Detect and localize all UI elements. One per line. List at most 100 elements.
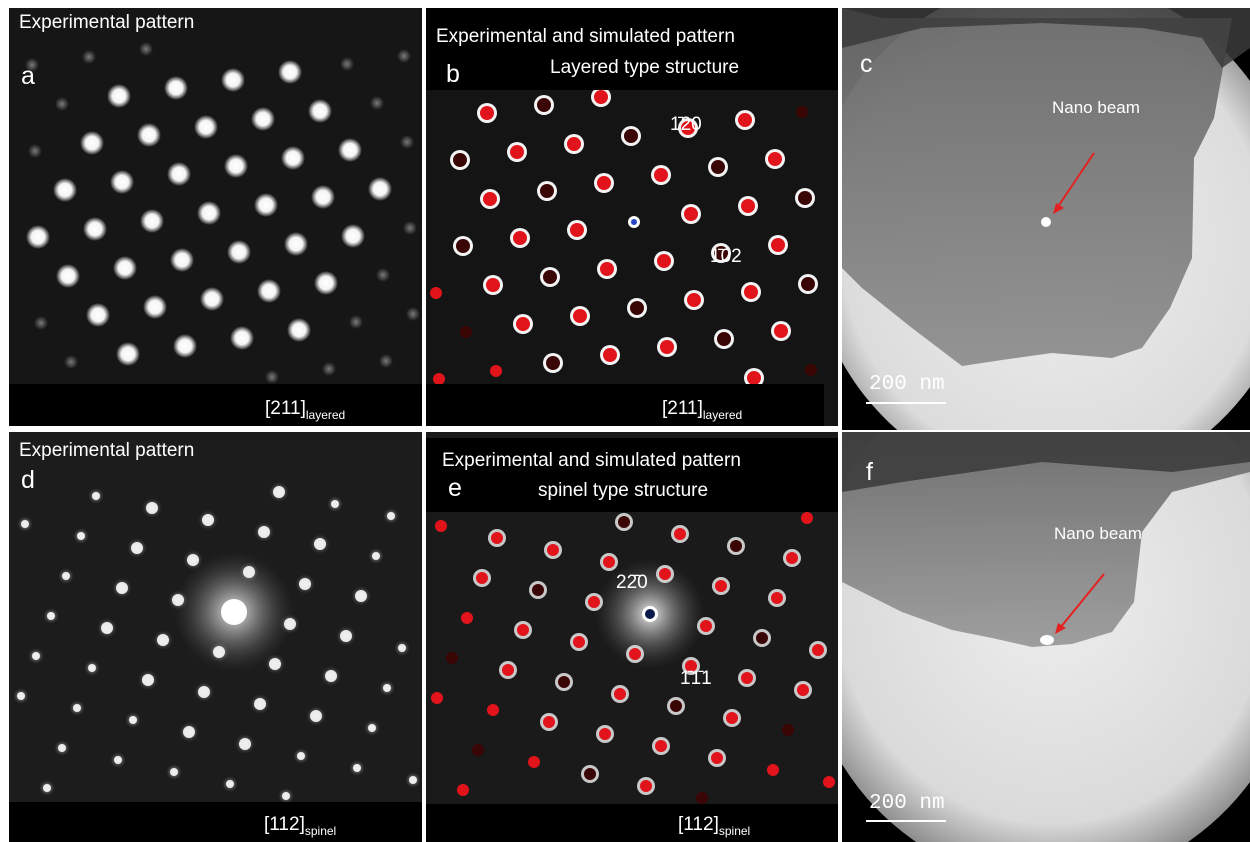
simulated-spot xyxy=(659,568,671,580)
simulated-spot xyxy=(532,584,544,596)
panel-d-diffraction: Experimental pattern d [112]spinel xyxy=(9,432,422,842)
diffraction-spot xyxy=(143,295,167,319)
simulated-spot xyxy=(491,532,503,544)
diffraction-spot xyxy=(340,630,352,642)
diffraction-spot xyxy=(221,68,245,92)
simulated-spot xyxy=(513,231,527,245)
simulated-spot xyxy=(801,277,815,291)
simulated-spot xyxy=(629,648,641,660)
diffraction-spot xyxy=(58,744,66,752)
diffraction-spot xyxy=(284,232,308,256)
panel-c-micrograph xyxy=(842,8,1250,430)
diffraction-spot xyxy=(338,138,362,162)
panel-a-zone-axis: [211]layered xyxy=(265,398,345,422)
panel-b-hkl-102: 1̄02 xyxy=(710,246,742,267)
diffraction-spot xyxy=(73,704,81,712)
diffraction-spot xyxy=(86,303,110,327)
diffraction-spot xyxy=(194,115,218,139)
panel-b-title-line2: Layered type structure xyxy=(550,57,740,78)
diffraction-spot xyxy=(287,318,311,342)
panel-b-zone-sub: layered xyxy=(702,407,743,422)
simulated-spot xyxy=(457,784,469,796)
simulated-spot xyxy=(588,596,600,608)
panel-f-scale-text: 200 nm xyxy=(869,792,945,815)
simulated-spot xyxy=(768,152,782,166)
diffraction-spot xyxy=(227,240,251,264)
panel-b-title-bar xyxy=(426,8,838,90)
diffraction-spot xyxy=(314,271,338,295)
panel-e-caption-bar xyxy=(426,804,838,842)
diffraction-spot xyxy=(137,123,161,147)
panel-e-diffraction: Experimental and simulated pattern spine… xyxy=(426,432,838,842)
panel-b-zone-axis: [211]layered xyxy=(662,398,742,422)
simulated-spot xyxy=(741,199,755,213)
panel-c-scale-text: 200 nm xyxy=(869,373,945,396)
simulated-spot xyxy=(744,285,758,299)
diffraction-spot xyxy=(25,58,39,72)
panel-d-letter: d xyxy=(21,466,35,494)
simulated-spot xyxy=(543,716,555,728)
diffraction-spot xyxy=(170,248,194,272)
panel-a-title: Experimental pattern xyxy=(19,12,195,33)
simulated-spot xyxy=(660,340,674,354)
simulated-spot xyxy=(756,632,768,644)
diffraction-spot xyxy=(397,49,411,63)
diffraction-spot xyxy=(167,162,191,186)
simulated-spot xyxy=(570,223,584,237)
simulated-spot xyxy=(714,246,728,260)
simulated-spot xyxy=(597,176,611,190)
diffraction-spot xyxy=(282,792,290,800)
simulated-spot xyxy=(476,572,488,584)
diffraction-spot xyxy=(340,57,354,71)
simulated-spot xyxy=(700,620,712,632)
simulated-spot xyxy=(684,207,698,221)
diffraction-spot xyxy=(83,217,107,241)
diffraction-spot xyxy=(114,756,122,764)
diffraction-spot xyxy=(21,520,29,528)
diffraction-spot xyxy=(198,686,210,698)
panel-f-micrograph xyxy=(842,432,1250,842)
simulated-spot xyxy=(747,371,761,385)
simulated-spot xyxy=(774,324,788,338)
diffraction-spot xyxy=(200,287,224,311)
simulated-spot xyxy=(812,644,824,656)
diffraction-spot xyxy=(116,342,140,366)
simulated-spot xyxy=(738,113,752,127)
panel-a-letter: a xyxy=(21,62,35,90)
diffraction-spot xyxy=(258,526,270,538)
diffraction-spot xyxy=(129,716,137,724)
panel-f-scale-bar xyxy=(866,820,946,822)
diffraction-spot xyxy=(368,724,376,732)
panel-c-letter: c xyxy=(860,50,873,78)
panel-d-zone-sub: spinel xyxy=(304,823,337,838)
simulated-spot xyxy=(487,704,499,716)
diffraction-spot xyxy=(230,326,254,350)
panel-c-tem-image: c Nano beam 200 nm xyxy=(842,8,1250,430)
simulated-spot xyxy=(805,364,817,376)
simulated-spot xyxy=(726,712,738,724)
diffraction-spot xyxy=(62,572,70,580)
simulated-spot xyxy=(711,752,723,764)
simulated-spot xyxy=(543,270,557,284)
diffraction-spot xyxy=(82,50,96,64)
simulated-spot xyxy=(786,552,798,564)
simulated-spot xyxy=(516,317,530,331)
diffraction-spot xyxy=(64,355,78,369)
simulated-spot xyxy=(517,624,529,636)
panel-e-hkl-220: 22̄0 xyxy=(616,572,648,593)
center-spot-marker xyxy=(645,609,655,619)
diffraction-spot xyxy=(383,684,391,692)
diffraction-spot xyxy=(113,256,137,280)
simulated-spot xyxy=(502,664,514,676)
panel-b-diffraction: Experimental and simulated pattern Layer… xyxy=(426,8,838,426)
simulated-spot xyxy=(696,792,708,804)
simulated-spot xyxy=(603,556,615,568)
diffraction-spot xyxy=(353,764,361,772)
simulated-spot xyxy=(640,780,652,792)
diffraction-spot xyxy=(297,752,305,760)
diffraction-spot xyxy=(139,42,153,56)
simulated-spot xyxy=(771,592,783,604)
diffraction-spot xyxy=(55,97,69,111)
simulated-spot xyxy=(614,688,626,700)
simulated-spot xyxy=(618,516,630,528)
